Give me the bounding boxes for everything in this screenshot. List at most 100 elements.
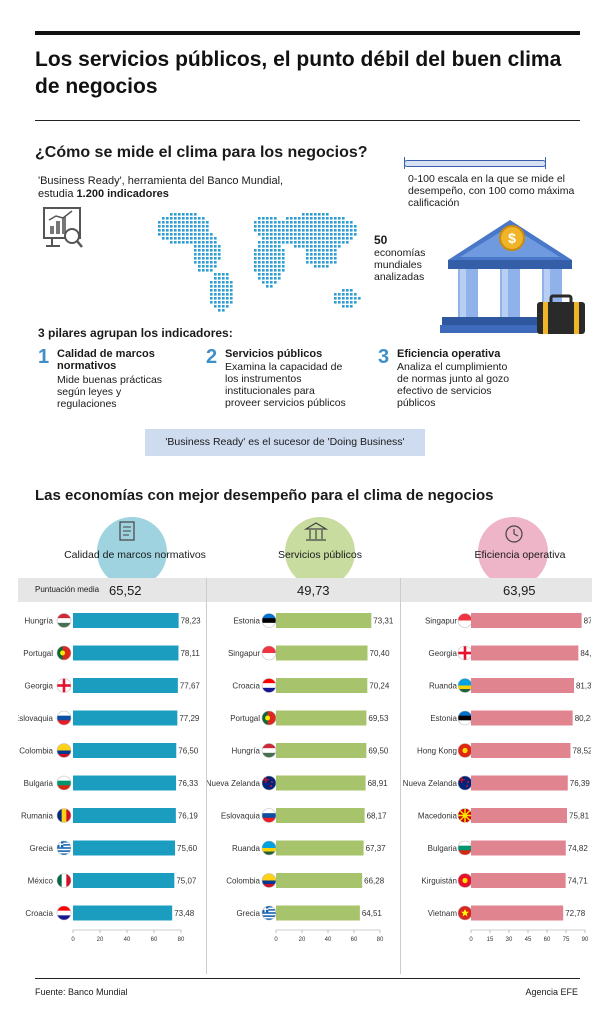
- map-dot: [230, 301, 233, 304]
- map-dot: [354, 229, 357, 232]
- map-dot: [286, 225, 289, 228]
- map-dot: [190, 233, 193, 236]
- map-dot: [342, 217, 345, 220]
- map-dot: [262, 229, 265, 232]
- map-dot: [266, 225, 269, 228]
- map-dot: [278, 245, 281, 248]
- chart-operational: Singapur 87,33 Georgia 84,75 Ruanda 81,31 Esto…: [403, 613, 591, 943]
- map-dot: [198, 237, 201, 240]
- map-dot: [254, 229, 257, 232]
- column-title-2: Servicios públicos: [277, 549, 363, 561]
- map-dot: [298, 217, 301, 220]
- section1-heading: ¿Cómo se mide el clima para los negocios…: [35, 144, 368, 161]
- map-dot: [334, 217, 337, 220]
- map-dot: [214, 245, 217, 248]
- map-dot: [254, 269, 257, 272]
- map-dot: [278, 257, 281, 260]
- map-dot: [174, 237, 177, 240]
- map-dot: [290, 225, 293, 228]
- map-dot: [190, 217, 193, 220]
- map-dot: [350, 229, 353, 232]
- country-label: Singapur: [425, 617, 457, 626]
- map-dot: [162, 225, 165, 228]
- map-dot: [186, 237, 189, 240]
- flag-icon: [56, 775, 72, 791]
- map-dot: [354, 301, 357, 304]
- intro-text: 'Business Ready', herramienta del Banco …: [38, 175, 298, 201]
- map-dot: [310, 221, 313, 224]
- country-label: Bulgaria: [428, 844, 458, 853]
- map-dot: [318, 225, 321, 228]
- map-dot: [354, 297, 357, 300]
- map-dot: [178, 241, 181, 244]
- average-value-3: 63,95: [503, 583, 536, 598]
- map-dot: [222, 305, 225, 308]
- map-dot: [202, 241, 205, 244]
- x-tick-label: 0: [274, 937, 278, 943]
- bar: [73, 775, 177, 791]
- map-dot: [262, 233, 265, 236]
- country-label: Hong Kong: [417, 747, 457, 756]
- map-dot: [314, 249, 317, 252]
- map-dot: [278, 237, 281, 240]
- map-dot: [166, 237, 169, 240]
- map-dot: [174, 233, 177, 236]
- map-dot: [346, 293, 349, 296]
- x-tick-label: 0: [469, 937, 473, 943]
- map-dot: [274, 225, 277, 228]
- map-dot: [186, 241, 189, 244]
- map-dot: [278, 229, 281, 232]
- map-dot: [198, 257, 201, 260]
- country-label: Macedonia: [418, 812, 458, 821]
- country-label: Georgia: [429, 649, 458, 658]
- map-dot: [314, 241, 317, 244]
- map-dot: [294, 221, 297, 224]
- map-dot: [270, 261, 273, 264]
- map-dot: [306, 213, 309, 216]
- map-dot: [166, 233, 169, 236]
- value-label: 75,60: [177, 844, 198, 853]
- map-dot: [170, 237, 173, 240]
- map-dot: [338, 297, 341, 300]
- country-label: Eslovaquia: [221, 812, 261, 821]
- column-separator: [206, 578, 207, 974]
- economies-text: economías mundiales analizadas: [374, 247, 426, 283]
- map-dot: [338, 221, 341, 224]
- building-icon: [304, 522, 328, 541]
- map-dot: [294, 241, 297, 244]
- map-dot: [274, 245, 277, 248]
- map-dot: [354, 293, 357, 296]
- map-dot: [322, 253, 325, 256]
- map-dot: [214, 237, 217, 240]
- bar: [73, 905, 173, 921]
- map-dot: [262, 217, 265, 220]
- map-dot: [286, 229, 289, 232]
- map-dot: [322, 237, 325, 240]
- map-dot: [306, 237, 309, 240]
- map-dot: [258, 241, 261, 244]
- map-dot: [282, 265, 285, 268]
- map-dot: [226, 277, 229, 280]
- value-label: 76,19: [178, 812, 199, 821]
- map-dot: [214, 293, 217, 296]
- value-label: 68,91: [368, 779, 389, 788]
- map-dot: [278, 277, 281, 280]
- map-dot: [210, 253, 213, 256]
- map-dot: [162, 237, 165, 240]
- map-dot: [258, 233, 261, 236]
- map-dot: [226, 293, 229, 296]
- map-dot: [226, 285, 229, 288]
- map-dot: [310, 253, 313, 256]
- map-dot: [266, 237, 269, 240]
- map-dot: [218, 245, 221, 248]
- economies-number: 50: [374, 233, 388, 247]
- map-dot: [306, 241, 309, 244]
- bar: [73, 743, 177, 758]
- map-dot: [270, 241, 273, 244]
- map-dot: [322, 217, 325, 220]
- map-dot: [318, 265, 321, 268]
- map-dot: [350, 221, 353, 224]
- value-label: 66,28: [364, 877, 385, 886]
- map-dot: [194, 225, 197, 228]
- map-dot: [202, 233, 205, 236]
